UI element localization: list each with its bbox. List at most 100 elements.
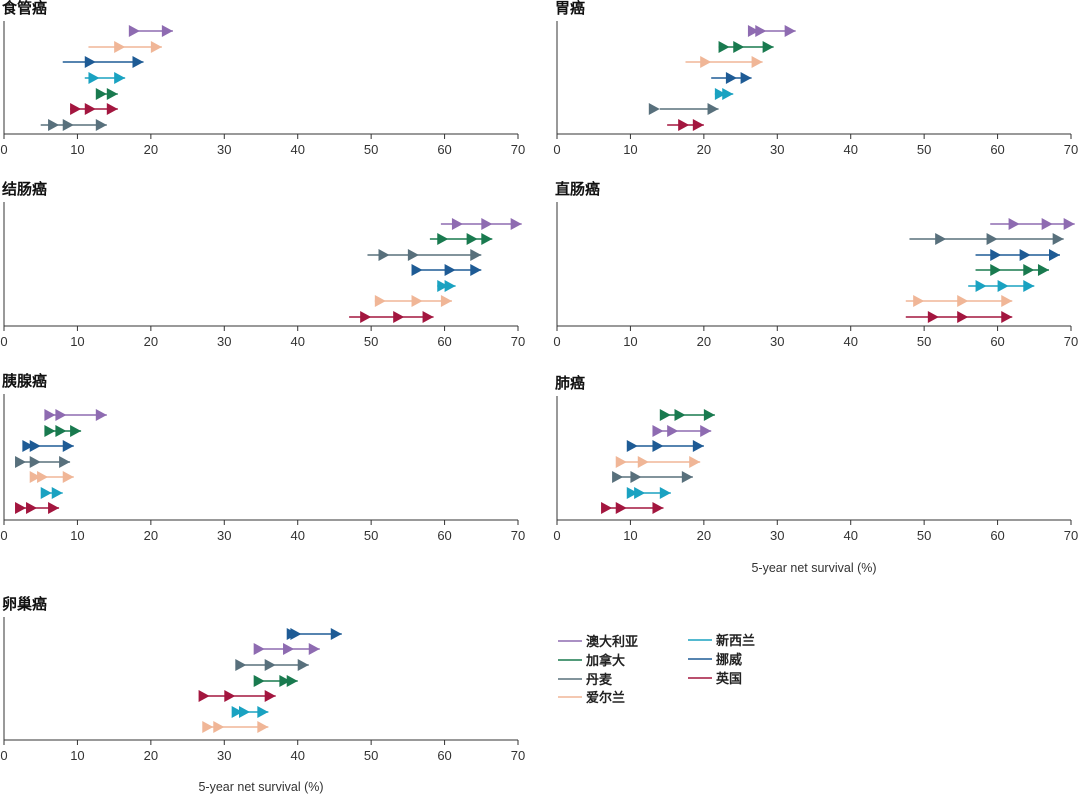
x-tick-label: 70 bbox=[1064, 334, 1078, 349]
series-nz bbox=[40, 487, 63, 499]
arrow-marker bbox=[132, 56, 144, 68]
panel-title: 结肠癌 bbox=[2, 180, 47, 198]
arrow-marker bbox=[37, 471, 49, 483]
arrow-marker bbox=[44, 409, 56, 421]
arrow-marker bbox=[26, 502, 38, 514]
arrow-marker bbox=[62, 440, 74, 452]
x-tick-label: 60 bbox=[990, 142, 1004, 157]
arrow-marker bbox=[55, 425, 67, 437]
x-tick-label: 30 bbox=[770, 142, 784, 157]
x-tick-label: 20 bbox=[144, 528, 158, 543]
arrow-marker bbox=[235, 659, 247, 671]
arrow-marker bbox=[374, 295, 386, 307]
arrow-marker bbox=[722, 88, 734, 100]
arrow-marker bbox=[652, 440, 664, 452]
panel-title: 食管癌 bbox=[2, 0, 47, 17]
series-nz bbox=[437, 280, 456, 292]
arrow-marker bbox=[652, 425, 664, 437]
series-uk bbox=[70, 103, 118, 115]
x-tick-label: 20 bbox=[144, 748, 158, 763]
arrow-marker bbox=[470, 264, 482, 276]
series-aus bbox=[44, 409, 107, 421]
series-den bbox=[909, 233, 1064, 245]
series-den bbox=[612, 471, 693, 483]
panel-7: 卵巢癌 0 10 20 30 40 50 60 70 bbox=[0, 595, 525, 763]
arrow-marker bbox=[22, 440, 34, 452]
series-ire bbox=[374, 295, 452, 307]
arrow-marker bbox=[692, 440, 704, 452]
arrow-marker bbox=[95, 409, 107, 421]
x-tick-label: 70 bbox=[511, 334, 525, 349]
x-tick-label: 10 bbox=[623, 142, 637, 157]
arrow-marker bbox=[997, 280, 1009, 292]
legend-item-can: 加拿大 bbox=[558, 653, 625, 669]
x-tick-label: 40 bbox=[843, 528, 857, 543]
arrow-marker bbox=[913, 295, 925, 307]
arrow-marker bbox=[733, 41, 745, 53]
arrow-marker bbox=[1001, 311, 1013, 323]
arrow-marker bbox=[444, 264, 456, 276]
arrow-marker bbox=[411, 264, 423, 276]
x-tick-label: 0 bbox=[553, 528, 560, 543]
arrow-marker bbox=[1037, 264, 1049, 276]
arrow-marker bbox=[935, 233, 947, 245]
arrow-marker bbox=[700, 425, 712, 437]
arrow-marker bbox=[264, 659, 276, 671]
x-tick-label: 70 bbox=[511, 142, 525, 157]
arrow-marker bbox=[238, 706, 250, 718]
series-ire bbox=[88, 41, 162, 53]
legend-item-nor: 挪威 bbox=[688, 652, 742, 668]
arrow-marker bbox=[659, 409, 671, 421]
arrow-marker bbox=[55, 409, 67, 421]
arrow-marker bbox=[740, 72, 752, 84]
arrow-marker bbox=[957, 295, 969, 307]
x-tick-label: 30 bbox=[217, 142, 231, 157]
x-axis-label: 5-year net survival (%) bbox=[198, 780, 323, 794]
arrow-marker bbox=[444, 280, 456, 292]
arrow-marker bbox=[378, 249, 390, 261]
arrow-marker bbox=[762, 41, 774, 53]
x-tick-label: 50 bbox=[364, 748, 378, 763]
arrow-marker bbox=[264, 690, 276, 702]
arrow-marker bbox=[667, 425, 679, 437]
arrow-marker bbox=[224, 690, 236, 702]
legend-item-den: 丹麦 bbox=[558, 672, 613, 688]
panel-2: 胃癌 0 10 20 30 40 50 60 70 bbox=[553, 0, 1078, 157]
arrow-marker bbox=[751, 56, 763, 68]
series-nz bbox=[231, 706, 269, 718]
arrow-marker bbox=[652, 502, 664, 514]
x-tick-label: 40 bbox=[843, 142, 857, 157]
arrow-marker bbox=[612, 471, 624, 483]
series-can bbox=[718, 41, 774, 53]
arrow-marker bbox=[253, 675, 265, 687]
legend-label: 挪威 bbox=[716, 652, 742, 668]
series-aus bbox=[440, 218, 522, 230]
arrow-marker bbox=[747, 25, 759, 37]
arrow-marker bbox=[62, 471, 74, 483]
panel-1: 食管癌 0 10 20 30 40 50 60 70 bbox=[0, 0, 525, 157]
x-tick-label: 20 bbox=[697, 334, 711, 349]
arrow-marker bbox=[659, 487, 671, 499]
series-aus bbox=[253, 643, 320, 655]
arrow-marker bbox=[681, 471, 693, 483]
arrow-marker bbox=[29, 456, 41, 468]
arrow-marker bbox=[48, 502, 60, 514]
arrow-marker bbox=[70, 425, 82, 437]
arrow-marker bbox=[360, 311, 372, 323]
arrow-marker bbox=[1019, 249, 1031, 261]
x-tick-label: 10 bbox=[70, 748, 84, 763]
arrow-marker bbox=[62, 119, 74, 131]
arrow-marker bbox=[755, 25, 767, 37]
x-tick-label: 10 bbox=[70, 528, 84, 543]
x-tick-label: 60 bbox=[990, 528, 1004, 543]
series-nor bbox=[711, 72, 752, 84]
arrow-marker bbox=[29, 440, 41, 452]
x-tick-label: 40 bbox=[290, 142, 304, 157]
legend-label: 加拿大 bbox=[585, 653, 625, 669]
arrow-marker bbox=[128, 25, 140, 37]
arrow-marker bbox=[1023, 264, 1035, 276]
series-aus bbox=[990, 218, 1075, 230]
series-aus bbox=[747, 25, 796, 37]
series-uk bbox=[601, 502, 664, 514]
arrow-marker bbox=[279, 675, 291, 687]
